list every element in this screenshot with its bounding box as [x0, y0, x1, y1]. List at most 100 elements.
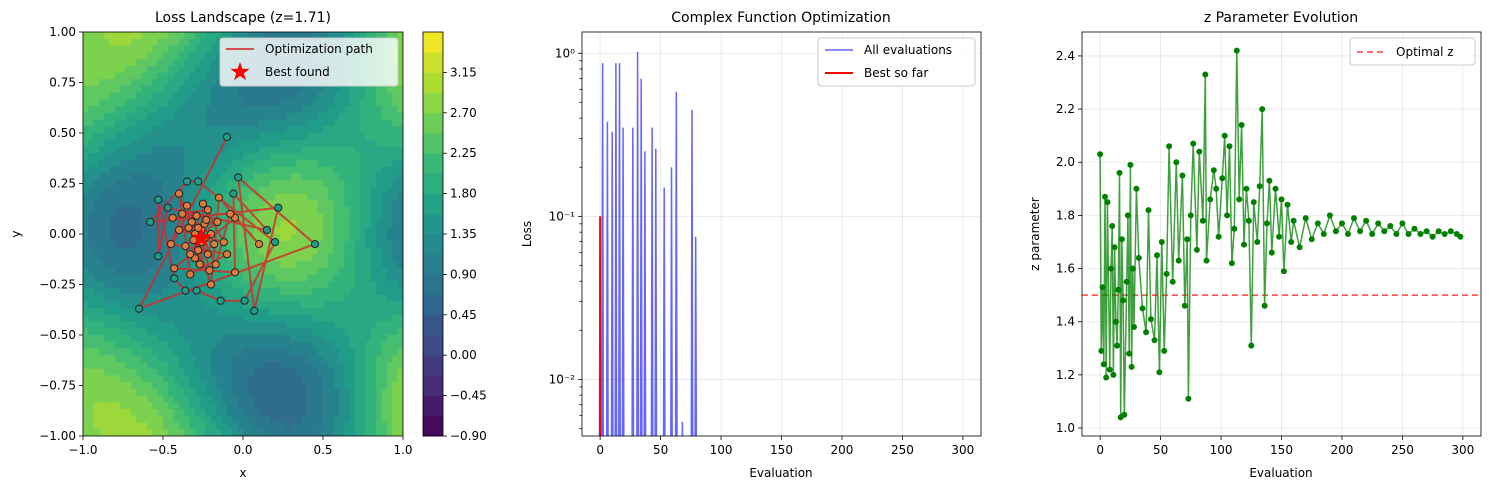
- contour-cell: [317, 173, 324, 181]
- contour-cell: [147, 368, 153, 376]
- contour-cell: [339, 112, 345, 121]
- contour-cell: [285, 287, 292, 296]
- contour-cell: [216, 240, 223, 249]
- contour-cell: [275, 348, 281, 356]
- contour-cell: [141, 58, 148, 67]
- contour-cell: [339, 32, 345, 40]
- contour-cell: [397, 294, 403, 302]
- contour-cell: [125, 341, 132, 350]
- contour-cell: [323, 153, 329, 161]
- contour-cell: [184, 429, 191, 436]
- contour-cell: [136, 267, 143, 275]
- contour-cell: [157, 153, 164, 161]
- contour-cell: [259, 234, 265, 242]
- contour-cell: [291, 227, 297, 235]
- contour-cell: [381, 281, 388, 289]
- contour-cell: [333, 220, 340, 228]
- colorbar-band: [423, 72, 443, 93]
- contour-cell: [307, 402, 313, 410]
- contour-cell: [157, 234, 164, 242]
- contour-cell: [168, 173, 175, 181]
- contour-cell: [349, 119, 356, 127]
- contour-cell: [397, 92, 403, 100]
- contour-cell: [296, 213, 303, 222]
- z-point: [1387, 223, 1394, 229]
- contour-cell: [93, 415, 100, 424]
- contour-cell: [333, 146, 340, 154]
- contour-cell: [184, 274, 191, 282]
- contour-cell: [157, 32, 164, 40]
- contour-cell: [147, 52, 153, 60]
- z-point: [1131, 324, 1137, 330]
- contour-cell: [173, 133, 180, 141]
- contour-cell: [147, 180, 153, 188]
- contour-cell: [355, 415, 361, 424]
- contour-cell: [248, 92, 255, 100]
- contour-cell: [253, 227, 260, 235]
- y-tick-label: 1.2: [1056, 368, 1075, 382]
- contour-cell: [88, 328, 95, 336]
- contour-cell: [211, 274, 217, 282]
- contour-cell: [125, 382, 132, 390]
- contour-cell: [131, 355, 137, 363]
- contour-cell: [253, 409, 260, 417]
- contour-cell: [253, 281, 260, 289]
- contour-cell: [99, 348, 105, 356]
- contour-cell: [360, 240, 367, 249]
- contour-cell: [275, 119, 281, 127]
- contour-cell: [147, 213, 153, 222]
- contour-cell: [269, 328, 276, 336]
- contour-cell: [280, 281, 287, 289]
- contour-cell: [141, 99, 148, 107]
- contour-cell: [93, 153, 100, 161]
- contour-cell: [248, 119, 255, 127]
- contour-cell: [381, 92, 388, 100]
- contour-cell: [371, 133, 377, 141]
- contour-cell: [365, 341, 372, 350]
- contour-cell: [195, 166, 201, 174]
- contour-cell: [275, 260, 281, 269]
- contour-cell: [344, 153, 351, 161]
- contour-cell: [328, 166, 335, 174]
- z-point: [1116, 169, 1123, 176]
- contour-cell: [99, 139, 105, 148]
- contour-cell: [115, 133, 121, 141]
- contour-cell: [323, 321, 329, 329]
- contour-cell: [248, 328, 255, 336]
- contour-cell: [83, 314, 89, 323]
- contour-cell: [173, 119, 180, 127]
- contour-cell: [291, 395, 297, 403]
- contour-cell: [205, 301, 212, 309]
- contour-cell: [323, 85, 329, 94]
- contour-cell: [125, 247, 132, 255]
- contour-cell: [264, 368, 271, 376]
- contour-cell: [232, 382, 239, 390]
- contour-cell: [387, 213, 393, 222]
- contour-cell: [253, 193, 260, 201]
- contour-cell: [275, 409, 281, 417]
- evaluated-point: [240, 296, 249, 305]
- contour-cell: [376, 429, 383, 436]
- contour-cell: [269, 382, 276, 390]
- contour-cell: [275, 301, 281, 309]
- contour-cell: [152, 85, 159, 94]
- contour-cell: [323, 429, 329, 436]
- contour-cell: [355, 348, 361, 356]
- contour-cell: [360, 112, 367, 121]
- contour-cell: [104, 153, 111, 161]
- contour-cell: [264, 314, 271, 323]
- contour-cell: [232, 409, 239, 417]
- contour-cell: [248, 429, 255, 436]
- contour-cell: [168, 328, 175, 336]
- contour-cell: [381, 207, 388, 215]
- colorbar-band: [423, 52, 443, 73]
- contour-cell: [248, 301, 255, 309]
- contour-cell: [104, 72, 111, 80]
- contour-cell: [163, 193, 169, 201]
- contour-cell: [344, 308, 351, 316]
- contour-cell: [243, 173, 249, 181]
- contour-cell: [296, 314, 303, 323]
- contour-cell: [301, 429, 308, 436]
- contour-cell: [317, 308, 324, 316]
- contour-cell: [285, 402, 292, 410]
